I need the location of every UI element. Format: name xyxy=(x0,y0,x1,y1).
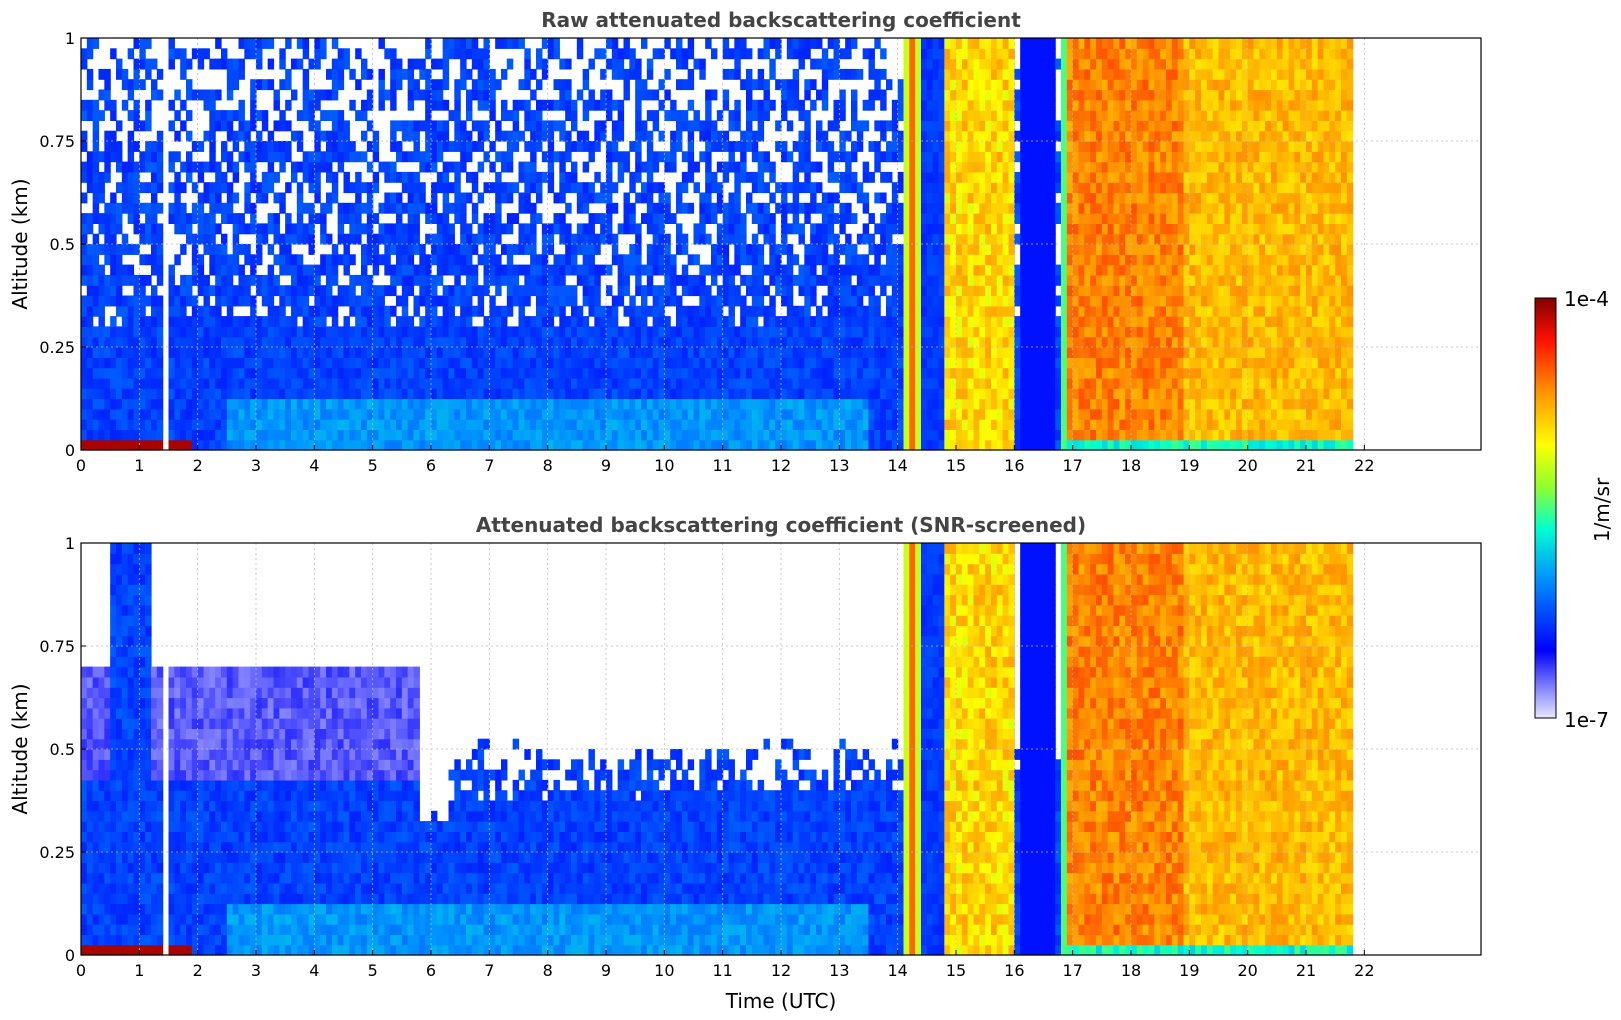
x-tick-label: 13 xyxy=(829,456,849,475)
x-tick-label: 15 xyxy=(946,961,966,980)
x-tick-label: 2 xyxy=(193,961,203,980)
x-tick-label: 10 xyxy=(654,456,674,475)
x-tick-label: 18 xyxy=(1121,456,1141,475)
x-tick-label: 13 xyxy=(829,961,849,980)
x-axis-label: Time (UTC) xyxy=(725,989,837,1013)
x-tick-label: 7 xyxy=(484,961,494,980)
x-tick-label: 3 xyxy=(251,456,261,475)
colorbar-max-label: 1e-4 xyxy=(1564,287,1609,311)
x-tick-label: 0 xyxy=(76,456,86,475)
y-tick-label: 0.75 xyxy=(39,132,75,151)
x-tick-label: 22 xyxy=(1354,961,1374,980)
x-tick-label: 16 xyxy=(1004,456,1024,475)
x-tick-label: 20 xyxy=(1237,961,1257,980)
x-tick-label: 6 xyxy=(426,961,436,980)
x-tick-label: 11 xyxy=(712,456,732,475)
gridlines xyxy=(81,38,1481,450)
x-tick-label: 8 xyxy=(543,456,553,475)
y-tick-label: 0 xyxy=(65,946,75,965)
y-tick-label: 0.25 xyxy=(39,843,75,862)
x-tick-label: 6 xyxy=(426,456,436,475)
y-tick-label: 0 xyxy=(65,441,75,460)
x-tick-label: 14 xyxy=(887,456,907,475)
x-tick-label: 17 xyxy=(1062,456,1082,475)
heatmap-area xyxy=(81,38,1354,451)
colorbar-gradient xyxy=(1534,297,1557,719)
x-tick-label: 5 xyxy=(368,961,378,980)
x-tick-label: 4 xyxy=(309,456,319,475)
x-tick-label: 15 xyxy=(946,456,966,475)
x-tick-label: 14 xyxy=(887,961,907,980)
y-tick-label: 0.75 xyxy=(39,637,75,656)
x-tick-label: 1 xyxy=(134,961,144,980)
x-tick-label: 9 xyxy=(601,456,611,475)
y-tick-label: 0.5 xyxy=(50,740,75,759)
x-tick-labels: 0 1 2 3 4 5 6 7 8 9 10 11 12 13 14 15 16 17 18 19 20 21 22 xyxy=(76,950,1375,980)
heatmap-area xyxy=(81,543,1354,956)
x-tick-label: 3 xyxy=(251,961,261,980)
x-tick-label: 0 xyxy=(76,961,86,980)
y-axis-label: Altitude (km) xyxy=(8,683,32,814)
x-tick-label: 22 xyxy=(1354,456,1374,475)
x-tick-label: 5 xyxy=(368,456,378,475)
y-tick-label: 0.5 xyxy=(50,235,75,254)
y-tick-labels: 0 0.25 0.5 0.75 1 xyxy=(39,29,86,460)
gridlines xyxy=(81,543,1481,955)
panel-title: Attenuated backscattering coefficient (S… xyxy=(476,513,1086,537)
x-tick-label: 8 xyxy=(543,961,553,980)
y-tick-label: 1 xyxy=(65,29,75,48)
colorbar-min-label: 1e-7 xyxy=(1564,708,1609,732)
y-tick-labels: 0 0.25 0.5 0.75 1 xyxy=(39,534,86,965)
x-tick-label: 7 xyxy=(484,456,494,475)
x-tick-label: 12 xyxy=(771,961,791,980)
x-tick-labels: 0 1 2 3 4 5 6 7 8 9 10 11 12 13 14 15 16 17 18 19 20 21 22 xyxy=(76,445,1375,475)
x-tick-label: 19 xyxy=(1179,456,1199,475)
colorbar-unit-label: 1/m/sr xyxy=(1590,477,1614,542)
x-tick-label: 17 xyxy=(1062,961,1082,980)
screened-backscatter-panel: Attenuated backscattering coefficient (S… xyxy=(8,513,1482,1013)
x-tick-label: 21 xyxy=(1296,456,1316,475)
raw-backscatter-panel: Raw attenuated backscattering coefficien… xyxy=(8,8,1482,475)
x-tick-label: 2 xyxy=(193,456,203,475)
y-tick-label: 1 xyxy=(65,534,75,553)
x-tick-label: 1 xyxy=(134,456,144,475)
y-tick-label: 0.25 xyxy=(39,338,75,357)
x-tick-label: 4 xyxy=(309,961,319,980)
x-tick-label: 18 xyxy=(1121,961,1141,980)
x-tick-label: 12 xyxy=(771,456,791,475)
x-tick-label: 16 xyxy=(1004,961,1024,980)
x-tick-label: 10 xyxy=(654,961,674,980)
panel-title: Raw attenuated backscattering coefficien… xyxy=(541,8,1021,32)
x-tick-label: 19 xyxy=(1179,961,1199,980)
colorbar: 1e-4 1e-7 1/m/sr xyxy=(1534,287,1614,732)
x-tick-label: 20 xyxy=(1237,456,1257,475)
x-tick-label: 11 xyxy=(712,961,732,980)
x-tick-label: 9 xyxy=(601,961,611,980)
y-axis-label: Altitude (km) xyxy=(8,178,32,309)
x-tick-label: 21 xyxy=(1296,961,1316,980)
